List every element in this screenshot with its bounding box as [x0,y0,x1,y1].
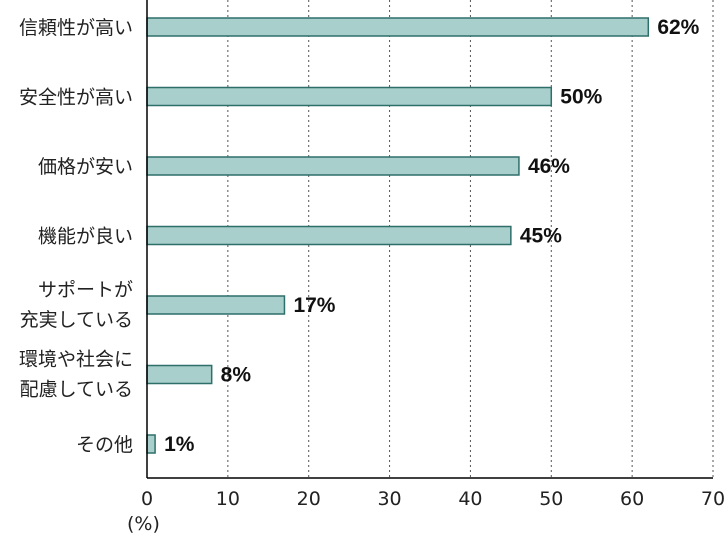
value-label-1: 50% [560,86,602,109]
bars [146,17,650,454]
bar-1 [146,86,553,107]
category-label-5-line-0: 環境や社会に [19,349,133,371]
bar-2 [146,156,520,176]
bar-3 [146,225,512,246]
value-label-3: 45% [520,225,562,248]
value-label-0: 62% [657,16,699,39]
bar-0 [146,17,650,37]
value-label-5: 8% [221,364,252,387]
category-label-4-line-0: サポートが [38,279,133,301]
x-tick-label-60: 60 [620,488,644,510]
x-tick-label-40: 40 [458,488,482,510]
category-labels: 信頼性が高い安全性が高い価格が安い機能が良いサポートが充実している環境や社会に配… [19,17,133,456]
x-tick-label-30: 30 [377,488,401,510]
category-label-0: 信頼性が高い [19,17,133,39]
category-label-3: 機能が良い [38,226,133,248]
value-label-4: 17% [293,294,335,317]
value-label-6: 1% [164,433,195,456]
value-label-2: 46% [528,155,570,178]
x-tick-label-0: 0 [141,488,153,510]
x-tick-label-20: 20 [297,488,321,510]
bar-6 [146,434,156,454]
category-label-6: その他 [76,434,133,456]
x-tick-label-50: 50 [539,488,563,510]
category-label-2: 価格が安い [38,156,133,178]
x-tick-label-10: 10 [216,488,240,510]
value-labels: 62% 50% 46% 45% 17% 8% 1% [164,16,700,456]
x-axis-unit-label: (%) [127,513,160,535]
category-label-4-line-1: 充実している [20,309,133,331]
x-axis-ticks: 0 10 20 30 40 50 60 70 [141,488,725,510]
bar-5 [146,364,213,385]
category-label-1: 安全性が高い [19,87,133,109]
bar-4 [146,295,286,315]
x-tick-label-70: 70 [701,488,725,510]
category-label-5-line-1: 配慮している [20,379,133,401]
